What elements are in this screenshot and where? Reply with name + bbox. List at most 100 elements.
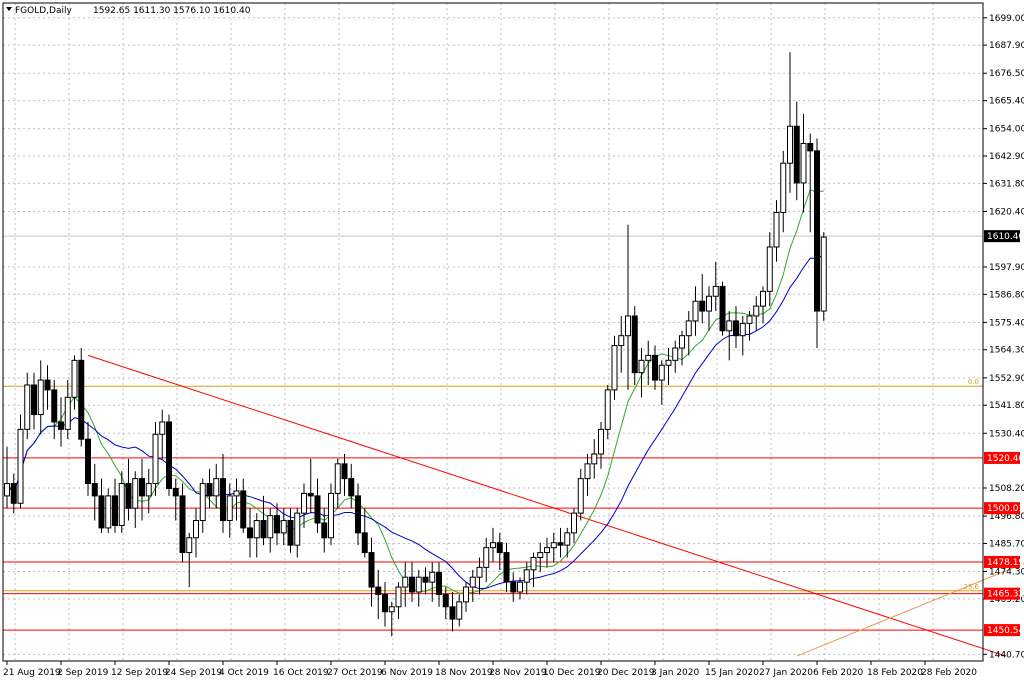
- candle-up: [280, 520, 287, 534]
- x-tick-label: 18 Feb 2020: [867, 668, 923, 678]
- candle-down: [274, 515, 280, 534]
- level-label-box: [984, 587, 1020, 600]
- x-tick-label: 12 Sep 2019: [111, 668, 168, 678]
- y-tick-label: 1676.50: [989, 69, 1024, 79]
- y-tick-label: 1620.40: [989, 207, 1024, 217]
- candle-up: [267, 515, 274, 539]
- candle-up: [469, 576, 476, 588]
- candle-down: [51, 389, 58, 423]
- candle-up: [550, 542, 557, 549]
- x-tick-label: 10 Dec 2019: [543, 668, 601, 678]
- x-tick-label: 4 Oct 2019: [219, 668, 269, 678]
- candle-up: [132, 478, 139, 509]
- x-tick-label: 6 Feb 2020: [813, 668, 864, 678]
- x-tick-label: 28 Feb 2020: [921, 668, 977, 678]
- candle-up: [726, 320, 733, 332]
- candle-down: [314, 495, 321, 524]
- candle-down: [442, 593, 449, 608]
- candle-up: [233, 490, 240, 497]
- candle-up: [672, 347, 679, 361]
- candle-up: [645, 354, 652, 361]
- symbol-arrow-icon: [6, 7, 12, 11]
- symbol-label: FGOLD,Daily: [15, 6, 72, 16]
- candle-down: [172, 487, 179, 497]
- candle-down: [436, 571, 442, 595]
- candle-up: [692, 300, 699, 322]
- candle-up: [213, 478, 220, 497]
- candle-down: [557, 542, 564, 546]
- candle-down: [10, 483, 17, 504]
- candle-down: [206, 483, 213, 497]
- ma-slow-line: [6, 254, 825, 590]
- candle-up: [571, 512, 577, 534]
- y-tick-label: 1530.40: [989, 429, 1024, 439]
- candle-down: [341, 463, 348, 480]
- candle-down: [166, 421, 172, 489]
- candle-up: [537, 552, 544, 558]
- level-label-box: [984, 451, 1020, 464]
- y-tick-label: 1474.30: [989, 568, 1024, 578]
- candle-down: [510, 581, 517, 593]
- candle-down: [355, 495, 361, 534]
- x-tick-label: 6 Nov 2019: [381, 668, 433, 678]
- candle-up: [402, 576, 409, 588]
- candle-down: [260, 520, 267, 539]
- candle-up: [145, 483, 152, 497]
- candle-down: [31, 384, 37, 416]
- candle-down: [793, 125, 800, 184]
- candle-down: [91, 483, 98, 497]
- ohlc-label: 1592.65 1611.30 1576.10 1610.40: [93, 6, 251, 16]
- candle-up: [604, 389, 611, 430]
- candle-up: [37, 379, 44, 416]
- y-tick-label: 1552.90: [989, 374, 1024, 384]
- y-tick-label: 1541.80: [989, 401, 1024, 411]
- candle-down: [503, 552, 510, 583]
- level-label-box: [984, 555, 1020, 568]
- x-tick-label: 16 Oct 2019: [273, 668, 329, 678]
- candle-up: [105, 495, 112, 529]
- y-tick-label: 1485.70: [989, 539, 1024, 549]
- candle-down: [422, 576, 429, 583]
- candle-down: [361, 532, 368, 554]
- y-tick-label: 1440.70: [989, 650, 1024, 660]
- candle-up: [199, 483, 206, 522]
- candle-up: [334, 463, 341, 494]
- candle-down: [58, 421, 64, 430]
- candle-up: [64, 396, 71, 430]
- candle-up: [577, 478, 584, 514]
- candle-up: [766, 246, 773, 292]
- candle-down: [125, 483, 132, 509]
- candle-up: [739, 322, 746, 337]
- candle-up: [415, 576, 422, 593]
- y-tick-label: 1687.90: [989, 41, 1024, 51]
- candle-up: [598, 428, 604, 455]
- x-tick-label: 28 Nov 2019: [489, 668, 547, 678]
- candle-up: [658, 364, 665, 381]
- candle-up: [429, 571, 436, 583]
- x-tick-label: 2 Sep 2019: [57, 668, 109, 678]
- y-tick-label: 1508.20: [989, 484, 1024, 494]
- candle-up: [760, 290, 766, 307]
- candle-down: [375, 586, 382, 595]
- candle-down: [807, 142, 814, 152]
- level-label: 1450.54: [987, 626, 1024, 636]
- y-tick-label: 1654.00: [989, 125, 1024, 135]
- candle-down: [44, 379, 51, 391]
- candle-up: [186, 537, 193, 554]
- candle-up: [611, 345, 618, 391]
- candle-down: [98, 495, 105, 529]
- candle-down: [496, 542, 503, 554]
- candle-up: [226, 495, 233, 522]
- candle-up: [679, 335, 685, 349]
- y-tick-label: 1642.90: [989, 152, 1024, 162]
- y-tick-label: 1575.40: [989, 318, 1024, 328]
- candle-down: [287, 520, 294, 546]
- y-tick-label: 1597.90: [989, 263, 1024, 273]
- candle-up: [625, 315, 631, 337]
- candle-down: [220, 478, 226, 522]
- candle-up: [773, 211, 780, 248]
- y-tick-label: 1496.80: [989, 512, 1024, 522]
- candle-down: [78, 359, 85, 440]
